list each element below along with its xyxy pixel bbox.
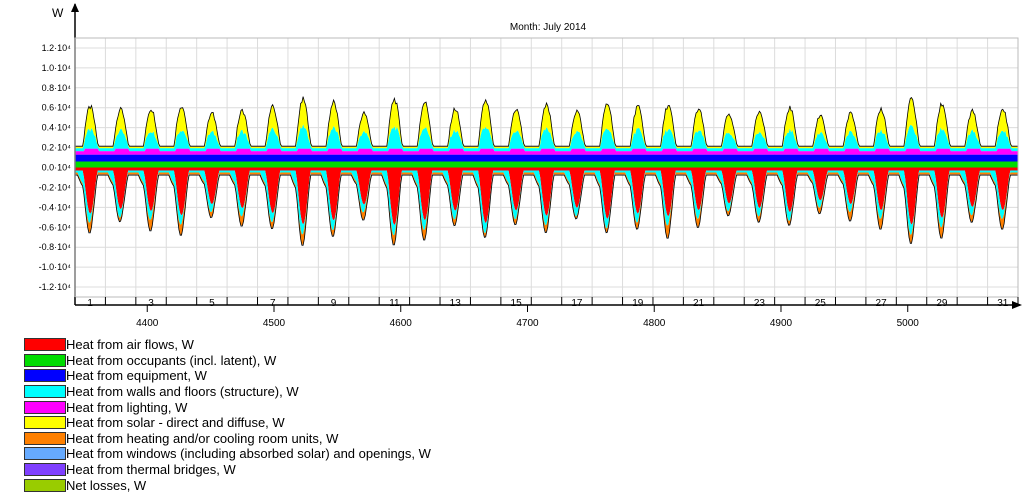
legend-item: Heat from windows (including absorbed so… [24,446,431,462]
legend-item: Heat from equipment, W [24,368,431,384]
positive-area [75,161,1018,168]
legend-item: Heat from walls and floors (structure), … [24,384,431,400]
legend-item: Heat from lighting, W [24,399,431,415]
legend-swatch [24,369,66,383]
x-tick-label: 4400 [136,318,159,329]
negative-area [75,170,1018,236]
y-tick-label: -0.6·10⁴ [39,222,72,232]
legend-swatch [24,478,66,492]
x-tick-label: 4900 [770,318,793,329]
plot-frame [74,37,1019,298]
x-tick-label: 4500 [263,318,286,329]
positive-area [75,148,1018,155]
y-tick-label: -0.2·10⁴ [39,182,72,192]
y-tick-label: -0.8·10⁴ [39,242,72,252]
day-tick-label: 3 [148,298,154,309]
negative-outline [74,174,1018,246]
legend-label: Net losses, W [66,477,147,493]
legend-label: Heat from walls and floors (structure), … [66,384,299,400]
x-tick-label: 4700 [516,318,539,329]
day-tick-label: 9 [331,298,337,309]
legend-label: Heat from occupants (incl. latent), W [66,352,277,368]
chart-legend: Heat from air flows, W Heat from occupant… [24,337,431,493]
legend-label: Heat from equipment, W [66,368,207,384]
day-tick-label: 15 [511,298,523,309]
legend-swatch [24,353,66,367]
legend-swatch [24,385,66,399]
legend-swatch [24,447,66,461]
heat-balance-chart: 1.2·10⁴ 1.0·10⁴ 0.8·10⁴ 0.6·10⁴ 0.4·10⁴ 0.2·1… [39,3,1022,329]
y-tick-label: -1.2·10⁴ [39,282,72,292]
day-tick-label: 11 [389,298,400,309]
day-tick-label: 17 [571,298,583,309]
x-tick-label: 5000 [897,318,920,329]
legend-label: Heat from windows (including absorbed so… [66,446,431,462]
legend-label: Heat from heating and/or cooling room un… [66,430,339,446]
y-tick-label: 1.0·10⁴ [42,63,72,73]
day-tick-label: 23 [754,298,766,309]
legend-swatch [24,463,66,477]
legend-item: Heat from occupants (incl. latent), W [24,353,431,369]
y-tick-label: -1.0·10⁴ [39,262,72,272]
legend-swatch [24,431,66,445]
day-tick-label: 1 [87,298,93,309]
x-axis-arrow [1012,301,1022,309]
chart-title: Month: July 2014 [510,22,587,33]
y-tick-label: 0.4·10⁴ [42,123,72,133]
day-tick-label: 31 [997,298,1009,309]
legend-item: Net losses, W [24,477,431,493]
y-tick-label: 0.8·10⁴ [42,83,72,93]
legend-item: Heat from heating and/or cooling room un… [24,431,431,447]
y-axis-arrow [71,3,79,12]
y-tick-label: -0.4·10⁴ [39,202,72,212]
positive-area [75,154,1018,162]
legend-swatch [24,400,66,414]
day-tick-label: 5 [209,298,215,309]
day-tick-label: 19 [632,298,644,309]
legend-label: Heat from solar - direct and diffuse, W [66,415,285,431]
negative-area [75,172,1018,245]
day-tick-label: 13 [450,298,462,309]
y-tick-label: 0.6·10⁴ [42,103,72,113]
negative-area [75,167,1018,226]
legend-item: Heat from thermal bridges, W [24,462,431,478]
y-tick-label: 0.2·10⁴ [42,143,72,153]
positive-area [75,124,1018,152]
day-tick-label: 7 [270,298,276,309]
legend-item: Heat from solar - direct and diffuse, W [24,415,431,431]
chart-areas [74,96,1018,246]
day-tick-label: 25 [815,298,827,309]
day-tick-label: 27 [876,298,888,309]
legend-label: Heat from thermal bridges, W [66,462,236,478]
legend-label: Heat from lighting, W [66,399,188,415]
chart-axes: 1.2·10⁴ 1.0·10⁴ 0.8·10⁴ 0.6·10⁴ 0.4·10⁴ 0.2·1… [39,3,1022,329]
y-tick-label: 0.0·10⁴ [42,163,72,173]
x-tick-label: 4800 [643,318,666,329]
day-tick-label: 29 [936,298,948,309]
legend-item: Heat from air flows, W [24,337,431,353]
y-axis-label: W [52,6,64,20]
legend-swatch [24,416,66,430]
positive-area [75,97,1018,149]
legend-label: Heat from air flows, W [66,337,194,353]
x-tick-label: 4600 [390,318,413,329]
legend-swatch [24,338,66,352]
y-tick-label: 1.2·10⁴ [42,43,72,53]
day-tick-label: 21 [693,298,705,309]
positive-outline [74,96,1018,147]
